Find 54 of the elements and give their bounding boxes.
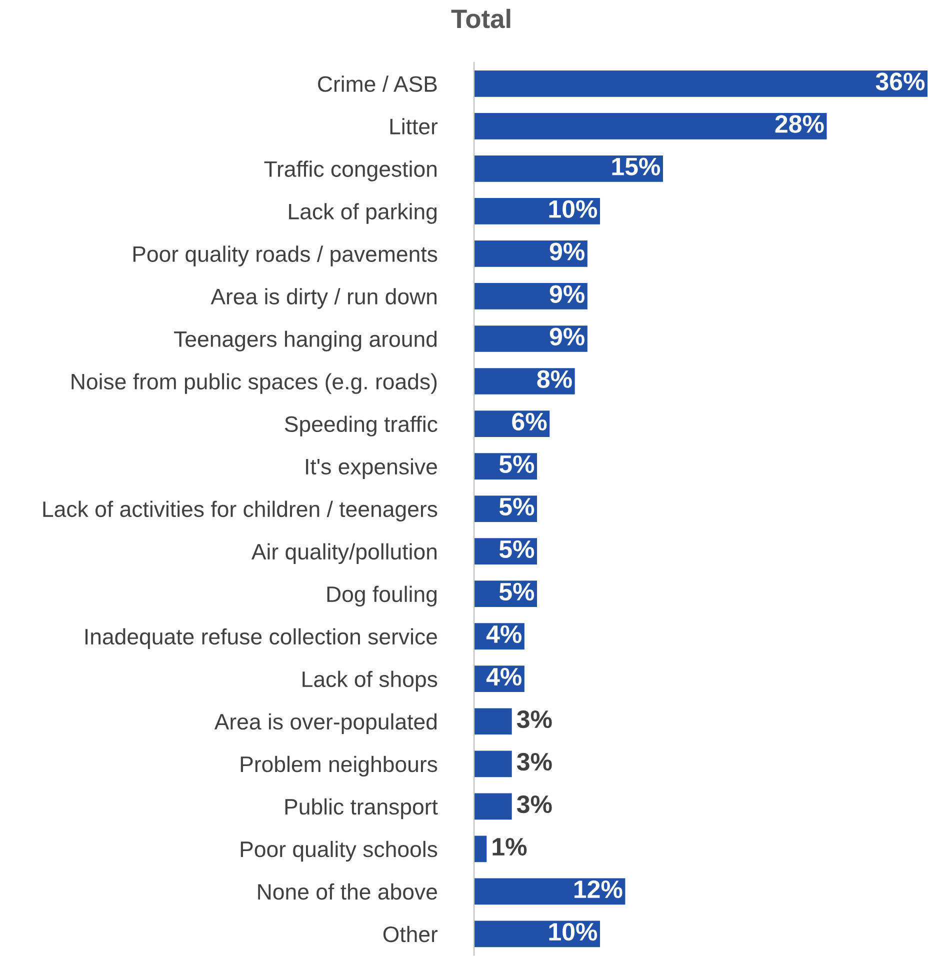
bar [474,878,626,905]
data-label: 6% [512,412,547,430]
y-tick-label: None of the above [258,883,437,900]
bar [474,112,827,140]
y-tick-label: Area is dirty / run down [210,288,437,309]
y-tick-label: Poor quality roads / pavements [133,246,438,266]
data-label: 5% [499,540,534,558]
bar [474,70,928,97]
data-label: 12% [574,880,622,898]
y-tick-label: Lack of parking [289,203,437,224]
data-label: 36% [876,72,925,90]
bar [474,750,512,778]
y-tick-label: Teenagers hanging around [174,330,437,352]
y-tick-label: Area is over-populated [214,713,437,734]
data-label: 10% [549,922,598,941]
data-label: 15% [612,158,660,176]
y-tick-label: Problem neighbours [240,756,438,777]
y-tick-label: Noise from public spaces (e.g. roads) [72,373,437,394]
bar [474,708,512,735]
bar [474,793,512,820]
data-label: 10% [549,200,598,218]
data-label: 4% [486,625,522,644]
data-label: 8% [537,370,572,388]
y-tick-label: Inadequate refuse collection service [85,628,437,650]
data-label: 5% [499,498,534,516]
y-tick-label: Crime / ASB [318,76,437,92]
bar [474,240,588,267]
y-tick-label: Air quality/pollution [251,543,436,564]
y-tick-label: Dog fouling [327,586,437,606]
data-label: 9% [550,285,584,303]
data-label: 5% [499,582,534,601]
y-tick-label: Poor quality schools [240,840,438,862]
y-tick-label: Lack of shops [302,670,438,692]
y-tick-label: Other [383,926,438,942]
bar [474,156,663,182]
data-label: 9% [550,242,584,260]
y-tick-label: Speeding traffic [284,416,438,436]
data-label: 5% [499,455,534,473]
y-tick-label: It's expensive [306,458,437,479]
y-tick-label: Lack of activities for children / teenagers [43,500,438,522]
chart-title: Total [451,8,510,28]
bar [474,836,487,862]
y-tick-label: Traffic congestion [264,160,437,182]
data-label: 28% [775,115,824,133]
data-label: 3% [516,752,552,771]
data-label: 1% [492,838,527,856]
y-tick-label: Public transport [285,798,438,820]
data-label: 3% [516,795,552,814]
bar [474,326,588,352]
data-label: 4% [486,668,522,686]
y-tick-label: Litter [390,118,438,134]
bar [474,283,588,310]
data-label: 9% [550,328,584,346]
data-label: 3% [516,710,552,728]
